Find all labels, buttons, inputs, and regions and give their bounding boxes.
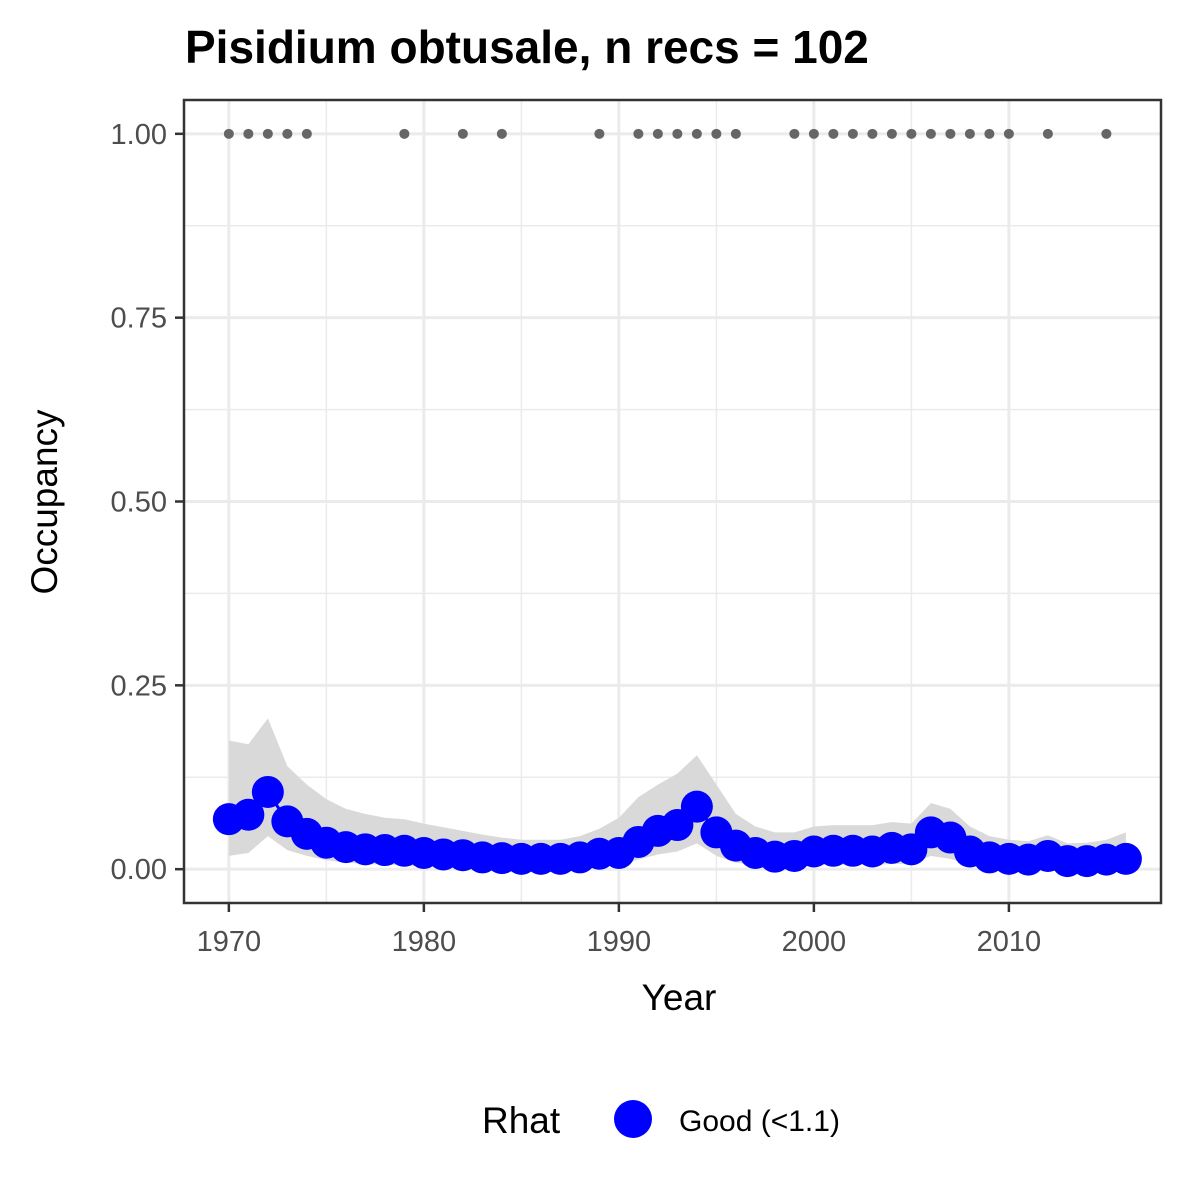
occupancy-points: [212, 775, 1142, 878]
record-point: [399, 128, 410, 139]
x-tick-label: 1990: [587, 926, 652, 958]
record-point: [243, 128, 254, 139]
x-tick-label: 2010: [977, 926, 1042, 958]
record-point: [828, 128, 839, 139]
record-point: [301, 128, 312, 139]
record-point: [886, 128, 897, 139]
record-point: [457, 128, 468, 139]
record-point: [223, 128, 234, 139]
record-point: [672, 128, 683, 139]
confidence-ribbon: [228, 718, 1126, 868]
record-point: [847, 128, 858, 139]
record-point: [711, 128, 722, 139]
record-point: [652, 128, 663, 139]
legend: Rhat Good (<1.1): [482, 1100, 840, 1141]
record-point: [964, 128, 975, 139]
record-points: [223, 128, 1112, 139]
record-point: [730, 128, 741, 139]
legend-title: Rhat: [482, 1100, 561, 1141]
record-point: [789, 128, 800, 139]
record-point: [1101, 128, 1112, 139]
chart-title: Pisidium obtusale, n recs = 102: [185, 21, 869, 73]
record-point: [691, 128, 702, 139]
record-point: [262, 128, 273, 139]
y-axis-title: Occupancy: [24, 409, 65, 595]
record-point: [867, 128, 878, 139]
y-tick-label: 0.75: [111, 303, 167, 335]
record-point: [906, 128, 917, 139]
x-tick-label: 1980: [392, 926, 457, 958]
record-point: [945, 128, 956, 139]
record-point: [808, 128, 819, 139]
plot-panel: [182, 98, 1163, 905]
x-axis-title: Year: [642, 977, 717, 1018]
y-axis: 0.00 0.25 0.50 0.75 1.00: [111, 119, 184, 886]
occupancy-point: [1109, 842, 1142, 875]
x-tick-label: 1970: [197, 926, 262, 958]
x-tick-label: 2000: [782, 926, 847, 958]
record-point: [633, 128, 644, 139]
occupancy-point: [232, 798, 265, 831]
y-tick-label: 0.50: [111, 487, 167, 519]
record-point: [282, 128, 293, 139]
record-point: [594, 128, 605, 139]
record-point: [925, 128, 936, 139]
record-point: [1042, 128, 1053, 139]
record-point: [984, 128, 995, 139]
legend-label-good: Good (<1.1): [679, 1105, 840, 1138]
occupancy-point: [680, 790, 713, 823]
y-tick-label: 0.25: [111, 670, 167, 702]
occupancy-point: [251, 775, 284, 808]
record-point: [496, 128, 507, 139]
record-point: [1003, 128, 1014, 139]
y-tick-label: 1.00: [111, 119, 167, 151]
x-axis: 1970 1980 1990 2000 2010: [197, 903, 1042, 958]
legend-key-good: [614, 1100, 652, 1138]
y-tick-label: 0.00: [111, 854, 167, 886]
major-grid: [184, 100, 1161, 903]
